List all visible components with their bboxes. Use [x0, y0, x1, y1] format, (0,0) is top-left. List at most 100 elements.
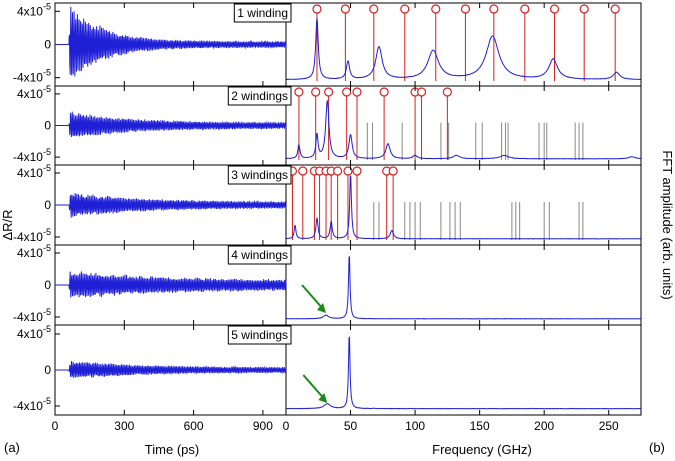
fft-y-axis-label: FFT amplitude (arb. units)	[660, 150, 675, 299]
y-tick-base: 4x10	[17, 327, 43, 341]
red-mode-marker	[579, 4, 589, 14]
series-label-2: 2 windings	[227, 86, 292, 106]
y-tick-exponent: -5	[43, 324, 51, 334]
red-mode-marker	[298, 166, 308, 176]
y-tick-label: 4x10-5	[17, 1, 51, 18]
y-tick-exponent: -5	[43, 396, 51, 406]
time-trace	[55, 6, 287, 77]
red-mode-marker	[294, 87, 304, 97]
y-tick-exponent: -5	[43, 163, 51, 173]
y-tick-exponent: -5	[43, 1, 51, 11]
red-mode-marker	[431, 4, 441, 14]
fft-panel-1	[285, 2, 642, 87]
fft-trace	[285, 100, 642, 160]
series-label-box	[233, 3, 292, 23]
fft-panels: 0 50 100 150 200 250	[283, 2, 642, 433]
series-label-box	[227, 86, 292, 106]
green-arrow-head	[318, 393, 328, 403]
series-label-4: 4 windings	[227, 245, 292, 265]
y-tick-label: -4x10-5	[13, 68, 51, 85]
y-tick-base: 4x10	[17, 4, 43, 18]
y-tick-exponent: -5	[43, 68, 51, 78]
series-label-box	[227, 165, 292, 185]
y-tick-base: -4x10	[13, 150, 43, 164]
red-mode-marker	[352, 166, 362, 176]
y-tick-base: 0	[44, 38, 51, 52]
x-tick-label: 300	[114, 419, 134, 433]
series-label-text: 5 windings	[231, 328, 288, 342]
red-mode-marker	[333, 166, 343, 176]
green-arrow-shaft	[301, 284, 324, 310]
y-tick-label: 0	[44, 278, 51, 292]
y-tick-label: -4x10-5	[13, 307, 51, 324]
y-tick-label: 0	[44, 119, 51, 133]
red-mode-marker	[610, 4, 620, 14]
y-tick-exponent: -5	[43, 147, 51, 157]
fft-panel-frame	[285, 2, 642, 87]
frequency-x-axis-label: Frequency (GHz)	[432, 442, 532, 457]
y-tick-base: -4x10	[13, 71, 43, 85]
y-tick-base: -4x10	[13, 399, 43, 413]
y-tick-base: -4x10	[13, 310, 43, 324]
y-tick-label: 0	[44, 198, 51, 212]
time-y-axis-label: ΔR/R	[0, 209, 15, 240]
fft-panel-5: 0 50 100 150 200 250	[283, 324, 642, 433]
fft-panel-2	[285, 85, 642, 166]
time-x-axis-label: Time (ps)	[145, 442, 199, 457]
red-mode-marker	[442, 87, 452, 97]
red-mode-marker	[460, 4, 471, 14]
series-label-text: 3 windings	[231, 168, 288, 182]
x-tick-label: 100	[405, 419, 425, 433]
x-tick-label: 200	[534, 419, 554, 433]
fft-panel-3	[285, 164, 642, 246]
series-label-5: 5 windings	[227, 325, 292, 345]
fft-trace	[285, 175, 642, 240]
series-label-box	[227, 325, 292, 345]
red-mode-marker	[400, 4, 410, 14]
red-mode-marker	[388, 166, 398, 176]
y-tick-exponent: -5	[43, 243, 51, 253]
fft-panel-frame	[285, 164, 642, 246]
y-tick-base: 4x10	[17, 87, 43, 101]
fft-panel-frame	[285, 85, 642, 166]
red-mode-marker	[312, 4, 322, 14]
time-trace	[55, 271, 287, 298]
y-tick-label: 4x10-5	[17, 324, 51, 341]
series-label-text: 1 winding	[237, 6, 288, 20]
fft-trace	[285, 336, 641, 410]
fft-panel-frame	[285, 244, 642, 326]
y-tick-exponent: -5	[43, 84, 51, 94]
x-tick-label: 900	[253, 419, 273, 433]
time-panel-3: 4x10-50-4x10-5	[13, 163, 287, 246]
y-tick-exponent: -5	[43, 227, 51, 237]
fft-panel-4	[285, 244, 642, 326]
fft-trace	[286, 256, 641, 320]
y-tick-label: -4x10-5	[13, 147, 51, 164]
red-mode-marker	[379, 87, 389, 97]
time-trace	[55, 361, 287, 378]
time-panel-1: 4x10-50-4x10-5	[13, 1, 287, 87]
red-mode-marker	[343, 166, 353, 176]
x-tick-label: 600	[184, 419, 204, 433]
y-tick-label: 4x10-5	[17, 243, 51, 260]
series-label-text: 4 windings	[231, 248, 288, 262]
fft-trace	[285, 18, 642, 81]
red-mode-marker	[324, 87, 334, 97]
red-mode-marker	[311, 87, 321, 97]
x-tick-label: 0	[52, 419, 59, 433]
y-tick-base: 4x10	[17, 246, 43, 260]
series-label-box	[227, 245, 292, 265]
y-tick-label: 4x10-5	[17, 163, 51, 180]
panel-label-b: (b)	[649, 440, 665, 455]
red-mode-marker	[416, 87, 427, 97]
x-tick-label: 0	[283, 419, 290, 433]
time-trace	[55, 193, 287, 218]
y-tick-label: -4x10-5	[13, 396, 51, 413]
panel-label-a: (a)	[4, 440, 20, 455]
red-mode-marker	[340, 4, 350, 14]
green-arrow-head	[317, 303, 327, 313]
y-tick-base: 0	[44, 198, 51, 212]
red-mode-marker	[549, 4, 560, 14]
green-arrow-shaft	[302, 374, 326, 400]
